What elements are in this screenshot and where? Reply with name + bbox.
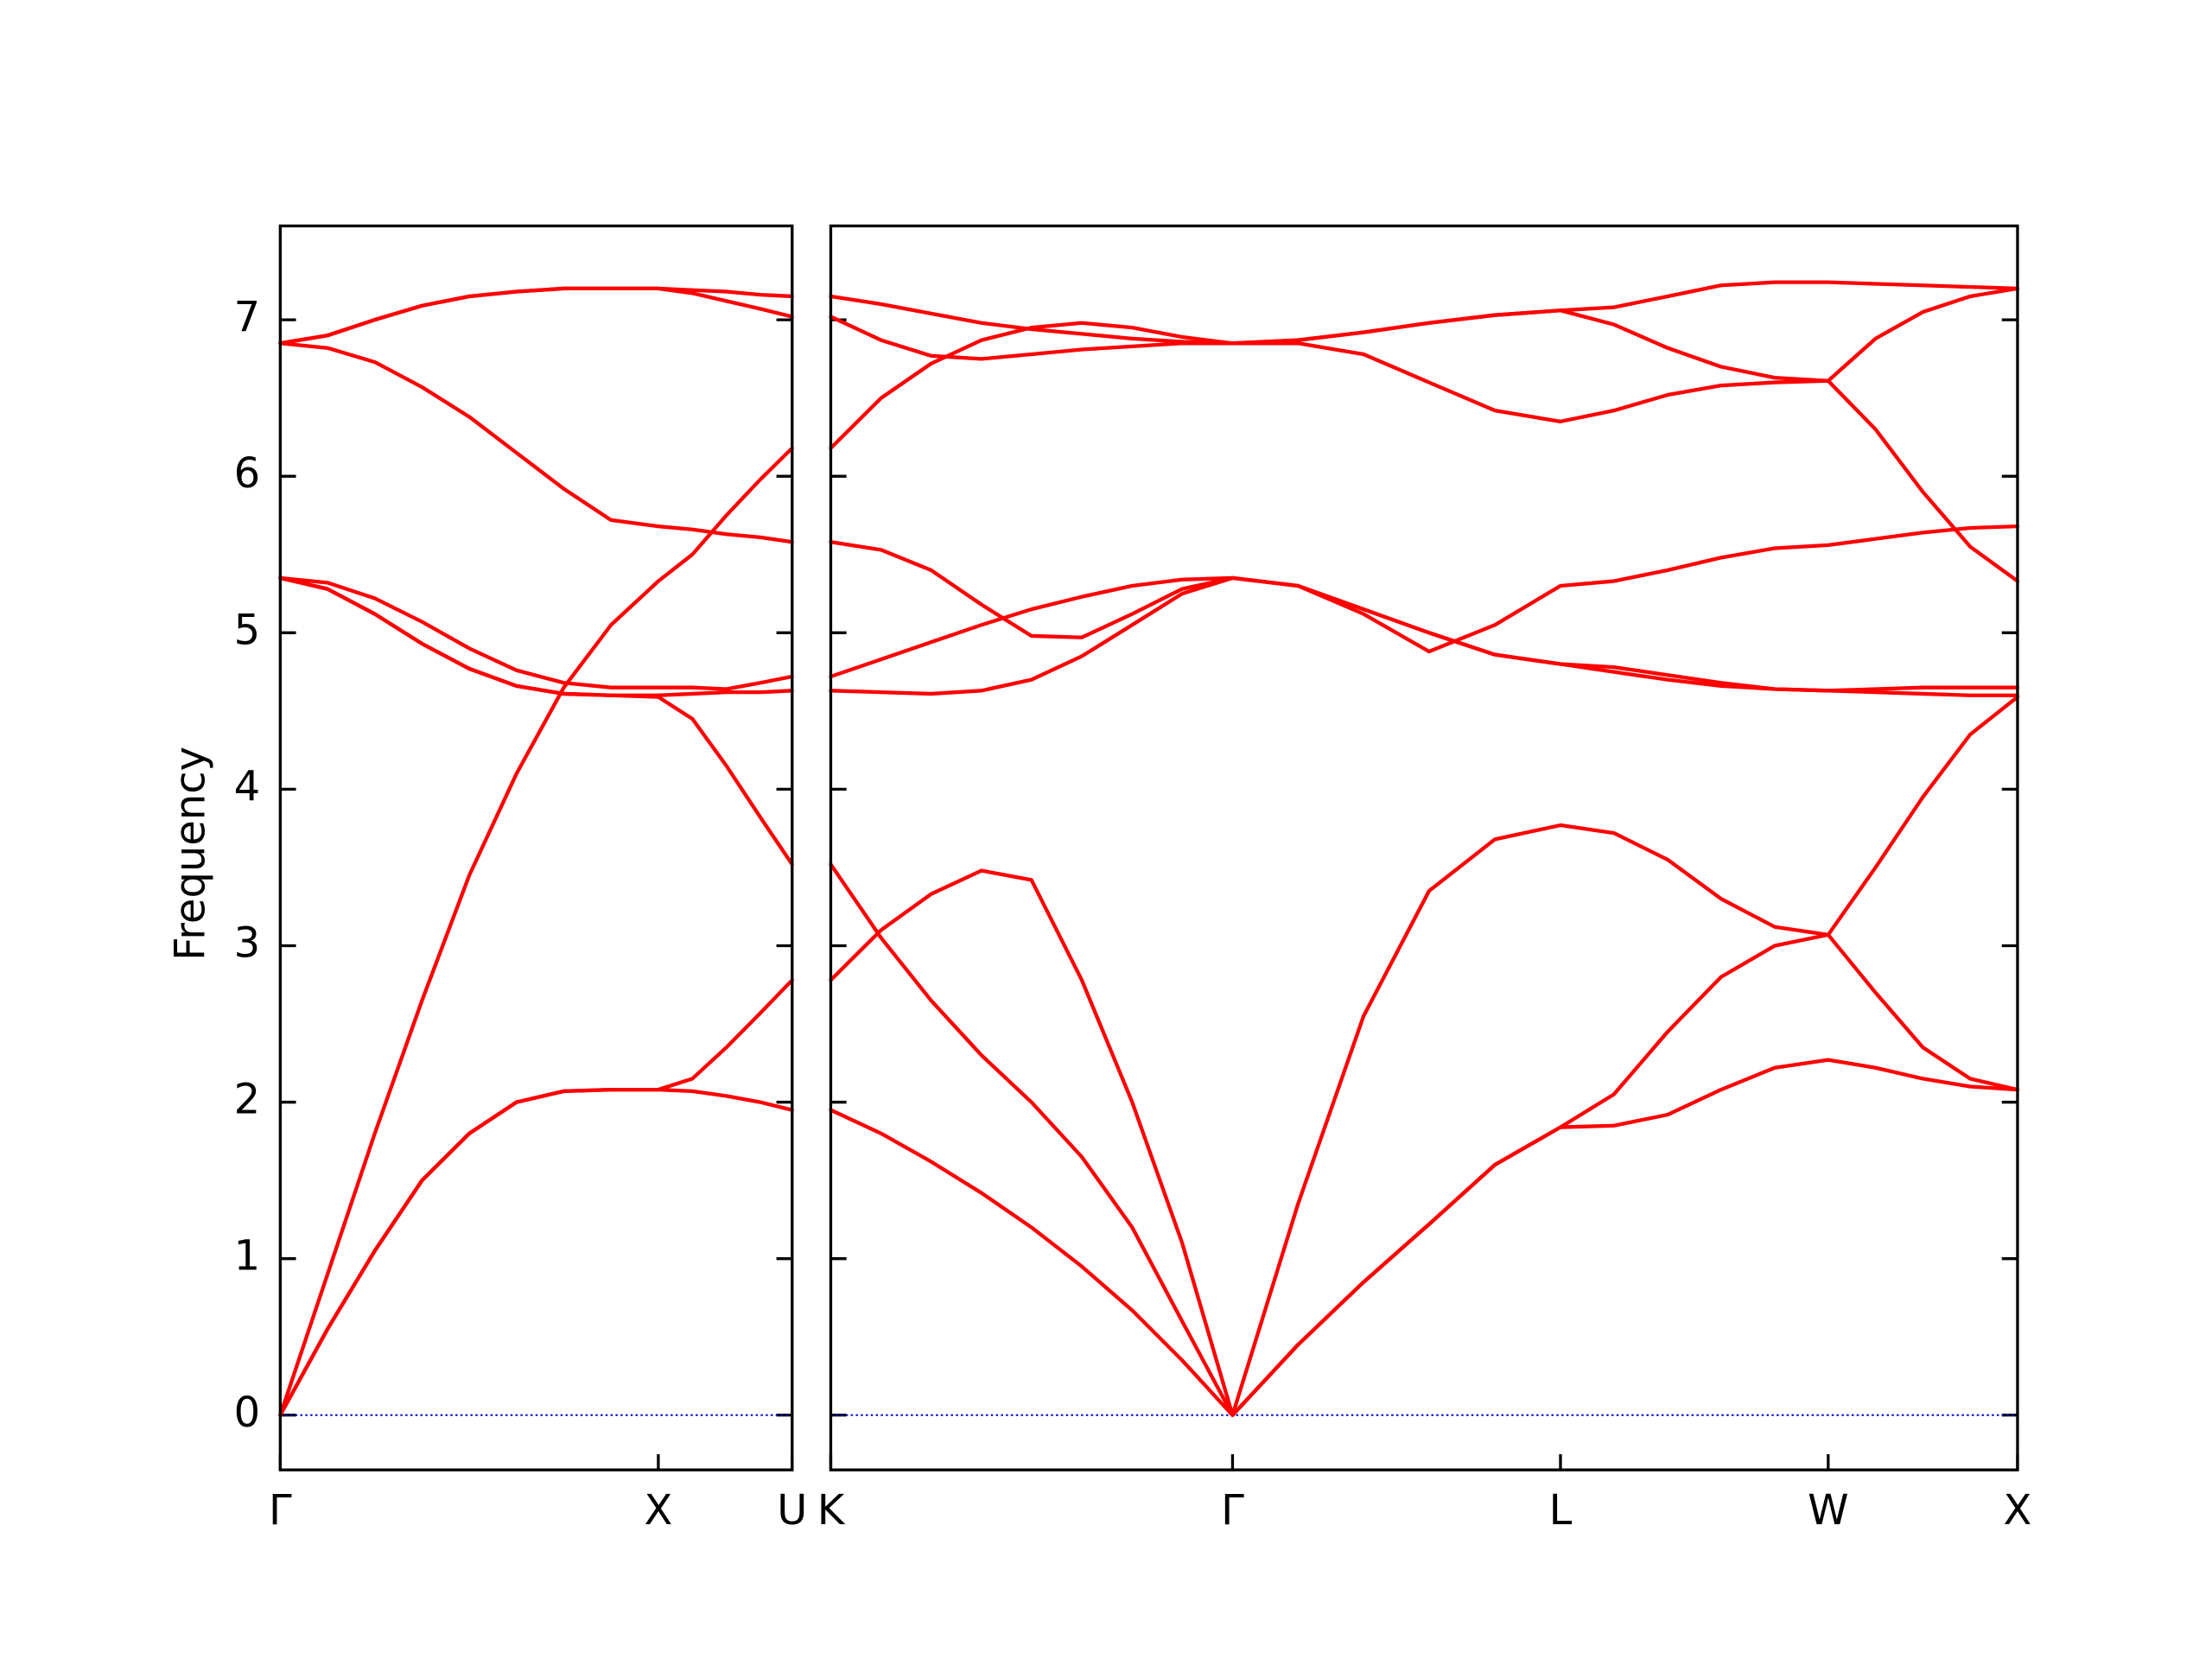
plot-frame bbox=[278, 224, 794, 1471]
y-tick-label: 4 bbox=[234, 762, 261, 810]
plot-frame bbox=[829, 224, 2019, 1471]
x-tick-label: X bbox=[2004, 1486, 2032, 1535]
band-line bbox=[829, 575, 2020, 693]
y-tick-label: 2 bbox=[234, 1076, 261, 1124]
band-line bbox=[829, 321, 2020, 583]
y-tick-label: 3 bbox=[234, 918, 261, 967]
band-line bbox=[829, 524, 2020, 654]
y-tick-label: 5 bbox=[234, 606, 261, 654]
y-tick-label: 0 bbox=[234, 1389, 261, 1437]
y-axis-label: Frequency bbox=[166, 747, 214, 961]
band-line bbox=[829, 695, 2020, 1417]
x-tick-label: Γ bbox=[1221, 1486, 1244, 1535]
band-line bbox=[278, 575, 794, 691]
x-tick-label: W bbox=[1808, 1486, 1848, 1535]
y-tick-label: 1 bbox=[234, 1232, 261, 1281]
band-line bbox=[278, 341, 794, 544]
x-tick-label: U bbox=[777, 1486, 807, 1535]
x-tick-label: Γ bbox=[269, 1486, 292, 1535]
band-line bbox=[278, 978, 794, 1417]
band-line bbox=[829, 280, 2020, 346]
x-tick-label: X bbox=[644, 1486, 672, 1535]
band-line bbox=[829, 868, 2020, 1417]
band-line bbox=[278, 286, 794, 346]
x-tick-label: L bbox=[1549, 1486, 1573, 1535]
band-line bbox=[278, 575, 794, 697]
y-tick-label: 6 bbox=[234, 449, 261, 498]
band-line bbox=[278, 446, 794, 1417]
y-tick-label: 7 bbox=[234, 293, 261, 341]
x-tick-label: K bbox=[817, 1486, 846, 1535]
